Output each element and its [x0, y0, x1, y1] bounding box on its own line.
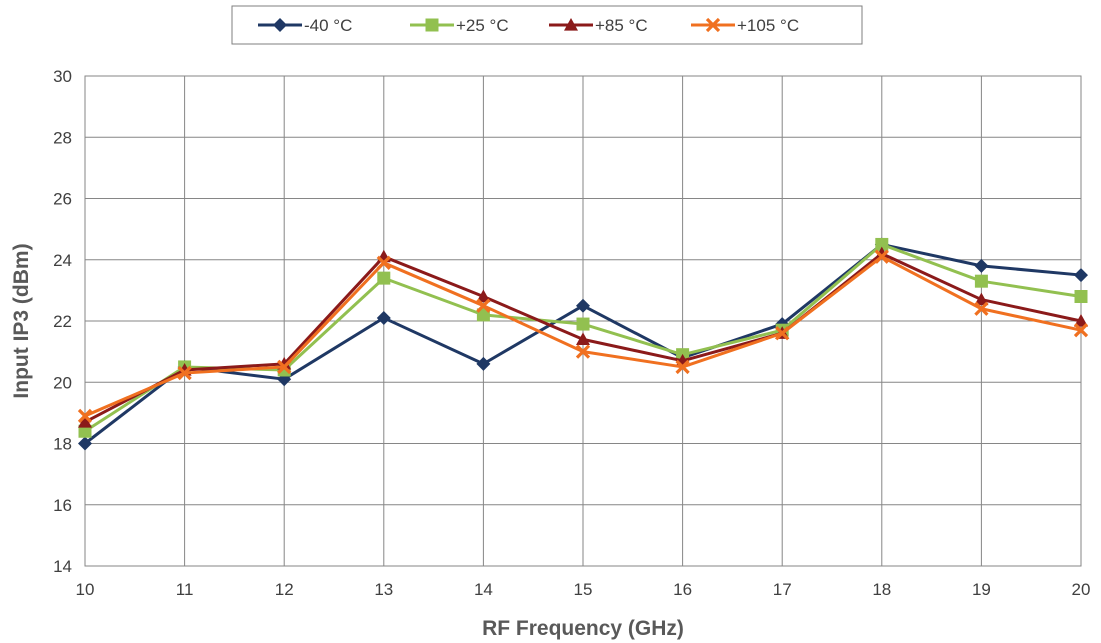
y-tick-label: 30: [53, 67, 72, 86]
data-point: [78, 415, 92, 428]
x-tick-label: 13: [374, 580, 393, 599]
legend-entry-2: +85 °C: [549, 16, 648, 35]
legend-entry-1: +25 °C: [410, 16, 509, 35]
data-point: [1073, 323, 1089, 338]
y-tick-label: 20: [53, 373, 72, 392]
data-point: [476, 308, 490, 322]
data-point: [974, 301, 989, 316]
legend-marker: [425, 18, 439, 32]
data-point: [78, 436, 92, 451]
y-tick-label: 14: [53, 557, 72, 576]
x-tick-label: 16: [673, 580, 692, 599]
data-point: [476, 289, 491, 303]
data-point: [974, 274, 988, 288]
x-tick-label: 20: [1072, 580, 1091, 599]
x-tick-label: 15: [574, 580, 593, 599]
y-tick-labels: 14 16 18 20 22 24 26 28 30: [53, 67, 72, 576]
data-point: [974, 258, 989, 273]
legend-marker: [705, 17, 721, 33]
x-axis-title: RF Frequency (GHz): [482, 617, 684, 640]
y-tick-label: 24: [53, 251, 72, 270]
y-tick-label: 22: [53, 312, 72, 331]
x-tick-label: 18: [872, 580, 891, 599]
data-point: [78, 424, 92, 438]
y-tick-label: 28: [53, 128, 72, 147]
data-point: [675, 359, 690, 375]
x-tick-label: 14: [474, 580, 493, 599]
legend-entry-0: -40 °C: [258, 16, 352, 35]
data-point: [576, 298, 590, 313]
data-point: [476, 356, 491, 371]
legend-label: -40 °C: [304, 16, 352, 35]
data-point: [576, 332, 590, 345]
data-point: [376, 255, 391, 270]
y-tick-label: 16: [53, 496, 72, 515]
x-tick-label: 17: [773, 580, 792, 599]
legend-label: +85 °C: [595, 16, 648, 35]
legend-marker: [564, 18, 578, 31]
data-point: [77, 408, 93, 424]
data-point: [576, 317, 590, 331]
x-tick-label: 19: [972, 580, 991, 599]
data-point: [277, 359, 292, 375]
data-point: [376, 310, 391, 325]
y-tick-label: 18: [53, 435, 72, 454]
data-point: [874, 246, 889, 260]
legend-entry-3: +105 °C: [691, 16, 799, 35]
y-axis-title: Input IP3 (dBm): [10, 243, 33, 398]
x-tick-label: 12: [275, 580, 294, 599]
x-tick-labels: 10 11 12 13 14 15 16 17 18 19 20: [76, 580, 1091, 599]
series-3: [77, 249, 1089, 424]
legend: -40 °C +25 °C +85 °C +105 °C: [258, 16, 799, 35]
data-point: [575, 344, 591, 359]
legend-box: [231, 5, 863, 45]
data-point: [875, 237, 889, 251]
legend-label: +25 °C: [456, 16, 509, 35]
data-point: [1074, 268, 1088, 283]
data-point: [1074, 290, 1088, 303]
data-point: [476, 298, 491, 313]
data-point: [1074, 314, 1088, 327]
y-tick-label: 26: [53, 190, 72, 209]
x-tick-label: 10: [76, 580, 95, 599]
x-tick-label: 11: [176, 580, 194, 599]
series-group: [77, 237, 1089, 451]
data-point: [177, 365, 192, 381]
data-point: [377, 271, 391, 285]
data-point: [874, 249, 889, 264]
data-point: [775, 326, 790, 341]
data-point: [974, 292, 989, 306]
legend-marker: [273, 18, 287, 32]
legend-label: +105 °C: [737, 16, 799, 35]
